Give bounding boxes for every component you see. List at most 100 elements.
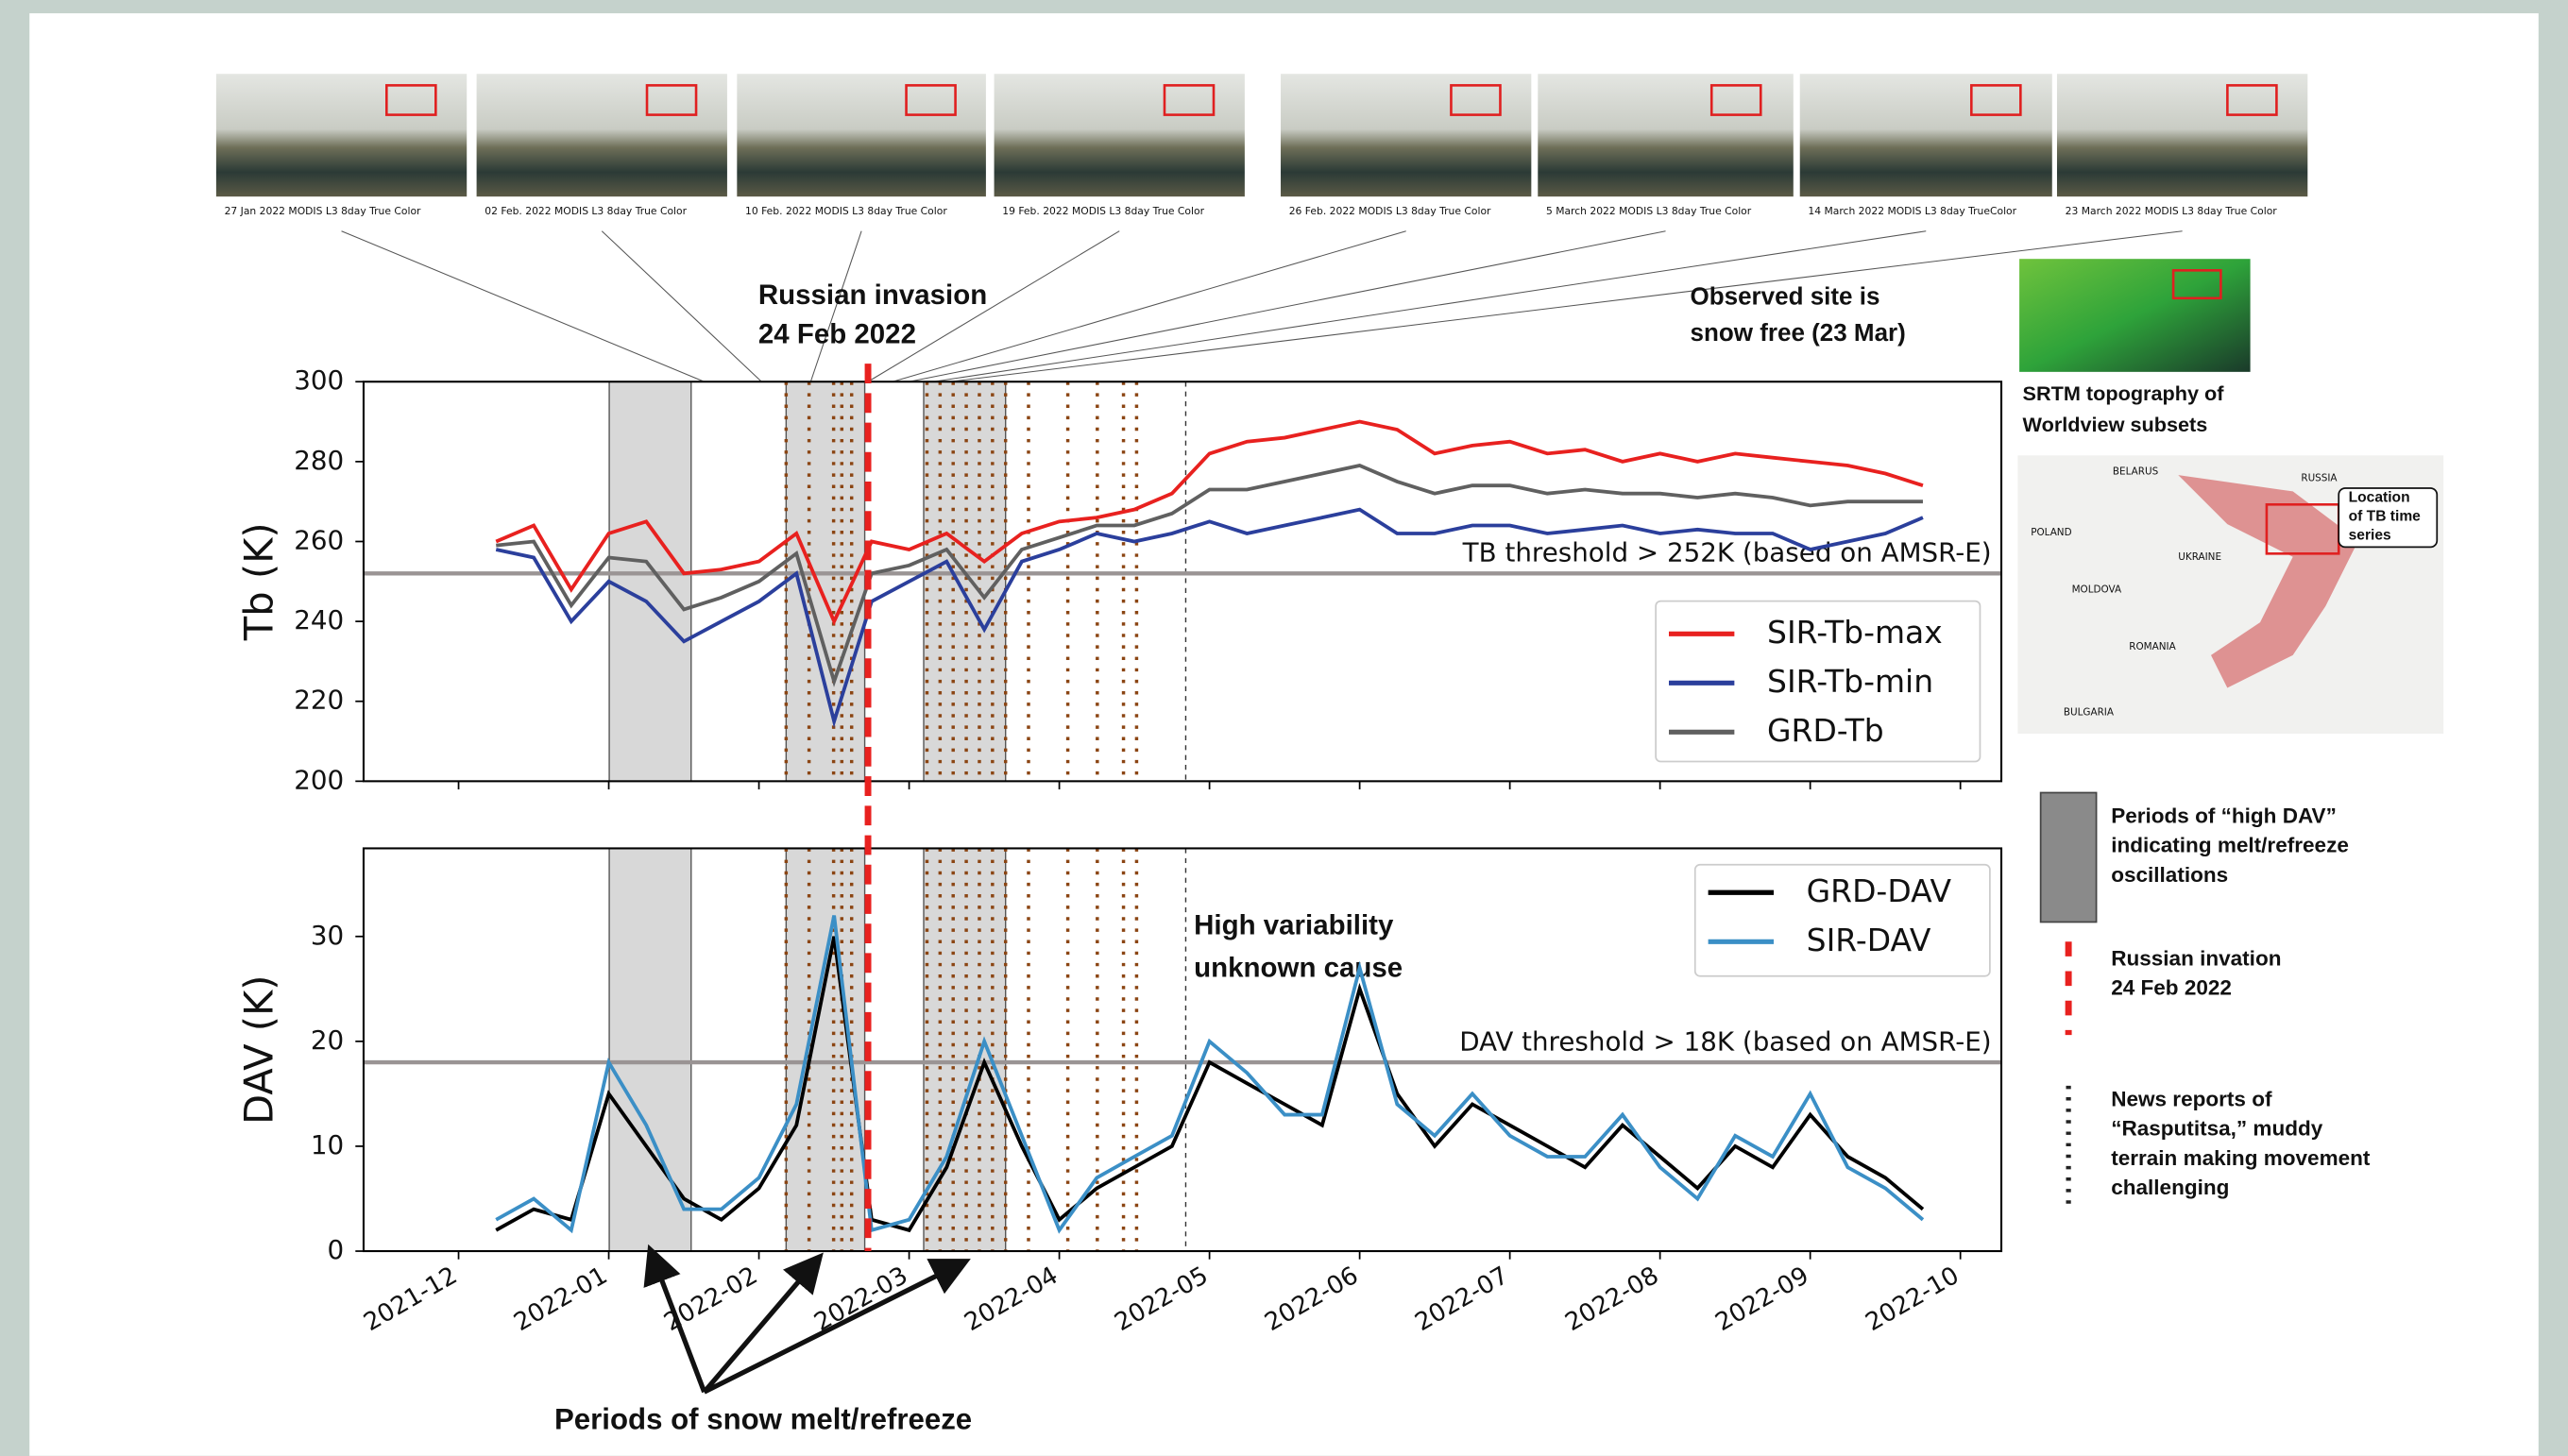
label: 24 Feb 2022 xyxy=(2111,976,2232,1000)
y-tick-label: 20 xyxy=(311,1024,344,1056)
label: indicating melt/refreeze xyxy=(2111,834,2349,857)
thumbnail xyxy=(1799,74,2052,197)
y-tick-label: 200 xyxy=(294,764,344,795)
label: Russian invasion xyxy=(758,279,987,311)
location-box xyxy=(2338,487,2439,549)
y-tick-label: 260 xyxy=(294,524,344,555)
series-line xyxy=(495,419,1924,626)
label: Russian invation xyxy=(2111,946,2281,970)
melt-period xyxy=(608,381,692,783)
thumbnail-caption: 19 Feb. 2022 MODIS L3 8day True Color xyxy=(1002,205,1204,217)
thumbnail-caption: 23 March 2022 MODIS L3 8day True Color xyxy=(2066,205,2278,217)
y-tick-label: 240 xyxy=(294,604,344,635)
legend xyxy=(1655,600,1981,763)
legend-label: SIR-Tb-max xyxy=(1767,614,1943,651)
thumbnail xyxy=(1281,74,1532,197)
arrow xyxy=(643,1244,707,1394)
connector xyxy=(949,230,2183,382)
caption-bg xyxy=(215,196,468,229)
label: SRTM topography of xyxy=(2023,381,2225,405)
map-label: MOLDOVA xyxy=(2072,584,2122,595)
connector xyxy=(809,230,862,382)
label: Periods of “high DAV” xyxy=(2111,804,2337,827)
connector xyxy=(601,230,762,382)
thumbnail-box xyxy=(645,84,698,116)
caption-bg xyxy=(1538,196,1794,229)
caption-bg xyxy=(2056,196,2308,229)
series-line xyxy=(495,915,1925,1234)
axes-frame xyxy=(362,381,2003,783)
thumbnail-box xyxy=(2226,84,2278,116)
map-label: BULGARIA xyxy=(2064,707,2115,719)
label: of TB time xyxy=(2349,508,2422,524)
thumbnail xyxy=(994,74,1245,197)
y-tick-label: 0 xyxy=(327,1234,344,1265)
label: challenging xyxy=(2111,1176,2229,1199)
series-line xyxy=(495,936,1925,1233)
melt-period xyxy=(608,847,692,1252)
panel xyxy=(29,13,2539,1456)
y-tick-label: 30 xyxy=(311,920,344,951)
arrow xyxy=(702,1252,824,1394)
thumbnail xyxy=(476,74,727,197)
caption-bg xyxy=(476,196,727,229)
map-occupied xyxy=(2178,475,2359,688)
legend-label: GRD-Tb xyxy=(1767,712,1884,749)
thumbnail-caption: 10 Feb. 2022 MODIS L3 8day True Color xyxy=(745,205,947,217)
caption-bg xyxy=(1799,196,2052,229)
connector xyxy=(909,230,1666,382)
threshold-label: DAV threshold > 18K (based on AMSR-E) xyxy=(1459,1025,1991,1057)
connector xyxy=(933,230,1927,382)
caption-bg xyxy=(737,196,986,229)
thumbnail xyxy=(2056,74,2308,197)
label: oscillations xyxy=(2111,863,2228,887)
y-tick-label: 300 xyxy=(294,364,344,396)
threshold-label: TB threshold > 252K (based on AMSR-E) xyxy=(1462,537,1992,568)
thumbnail-box xyxy=(1970,84,2022,116)
arrow xyxy=(703,1259,971,1395)
legend-label: SIR-DAV xyxy=(1807,922,1931,958)
thumbnail-box xyxy=(385,84,437,116)
legend-label: SIR-Tb-min xyxy=(1767,663,1933,700)
y-tick-label: 220 xyxy=(294,685,344,716)
y-axis-label: DAV (K) xyxy=(235,974,281,1125)
thumbnail-box xyxy=(1450,84,1502,116)
thumbnail xyxy=(215,74,468,197)
label: series xyxy=(2349,527,2391,543)
srtm-image xyxy=(2019,259,2251,372)
series-line xyxy=(495,507,1924,728)
key-dav xyxy=(2039,791,2098,923)
axes-frame xyxy=(362,847,2003,1253)
label: Worldview subsets xyxy=(2023,413,2208,436)
connector xyxy=(341,230,705,382)
map-label: POLAND xyxy=(2031,527,2071,538)
label: terrain making movement xyxy=(2111,1146,2371,1170)
thumbnail-caption: 14 March 2022 MODIS L3 8day TrueColor xyxy=(1808,205,2016,217)
y-axis-label: Tb (K) xyxy=(235,522,281,641)
srtm-box xyxy=(2171,269,2222,300)
thumbnail xyxy=(737,74,986,197)
caption-bg xyxy=(994,196,1245,229)
bottom-label: Periods of snow melt/refreeze xyxy=(554,1403,972,1436)
y-tick-label: 10 xyxy=(311,1129,344,1160)
label: Observed site is xyxy=(1691,282,1880,311)
thumbnail xyxy=(1538,74,1794,197)
series-line xyxy=(496,464,1923,687)
thumbnail-caption: 26 Feb. 2022 MODIS L3 8day True Color xyxy=(1289,205,1491,217)
label: snow free (23 Mar) xyxy=(1691,318,1906,347)
thumbnail-box xyxy=(1163,84,1216,116)
thumbnail-caption: 27 Jan 2022 MODIS L3 8day True Color xyxy=(225,205,421,217)
map-label: RUSSIA xyxy=(2301,473,2338,484)
thumbnail-caption: 02 Feb. 2022 MODIS L3 8day True Color xyxy=(485,205,687,217)
label: News reports of xyxy=(2111,1087,2272,1110)
connector xyxy=(867,230,1120,382)
label: “Rasputitsa,” muddy xyxy=(2111,1117,2323,1141)
thumbnail-caption: 5 March 2022 MODIS L3 8day True Color xyxy=(1546,205,1752,217)
map-label: ROMANIA xyxy=(2129,641,2176,652)
caption-bg xyxy=(1281,196,1532,229)
map-label: UKRAINE xyxy=(2178,551,2221,563)
label: Location xyxy=(2349,489,2410,505)
map-label: BELARUS xyxy=(2113,466,2159,478)
